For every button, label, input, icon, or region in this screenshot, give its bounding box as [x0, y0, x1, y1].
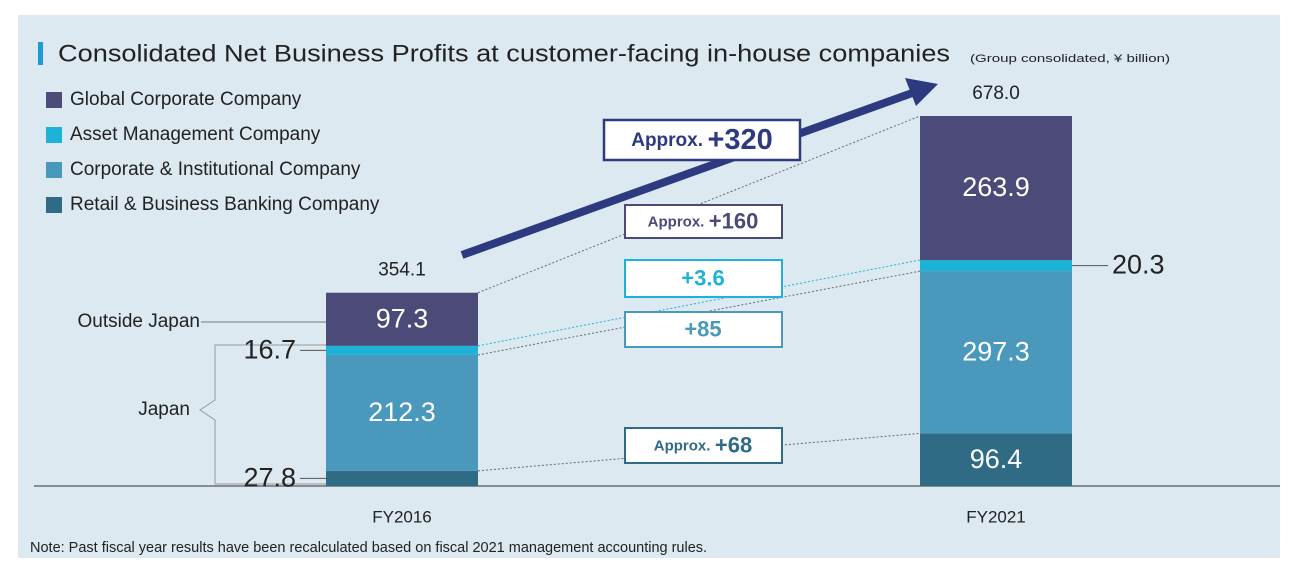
- total-label: 354.1: [378, 260, 426, 281]
- arrow-head: [905, 78, 938, 106]
- legend-swatch: [46, 197, 62, 213]
- bar-segment: [920, 433, 1072, 486]
- legend-swatch: [46, 162, 62, 178]
- x-tick-label: FY2016: [372, 507, 432, 526]
- legend-label: Corporate & Institutional Company: [70, 159, 361, 180]
- value-label: 263.9: [962, 172, 1030, 202]
- change-box: [624, 259, 783, 298]
- value-label: 212.3: [368, 397, 436, 427]
- change-label: Approx. +160: [648, 208, 759, 233]
- value-label: 297.3: [962, 336, 1030, 366]
- legend-label: Global Corporate Company: [70, 89, 302, 110]
- legend-swatch: [46, 127, 62, 143]
- value-label: 27.8: [243, 463, 296, 493]
- change-value: +68: [715, 432, 752, 457]
- x-tick-label: FY2021: [966, 507, 1026, 526]
- title-marker: [38, 42, 43, 65]
- total-label: 678.0: [972, 83, 1020, 104]
- bar-segment: [326, 345, 478, 355]
- change-box: [624, 311, 783, 348]
- change-prefix: Approx.: [654, 437, 711, 454]
- bar-segment: [326, 470, 478, 486]
- arrow-shaft: [460, 88, 917, 259]
- legend-label: Asset Management Company: [70, 124, 321, 145]
- total-change-label: Approx. +320: [631, 124, 773, 156]
- change-value: +3.6: [681, 265, 724, 290]
- change-value: +85: [684, 316, 721, 341]
- value-label: 16.7: [243, 335, 296, 365]
- change-label: +3.6: [681, 265, 724, 290]
- region-label: Outside Japan: [77, 311, 200, 332]
- total-change-box: [602, 118, 802, 162]
- value-label: 96.4: [970, 444, 1023, 474]
- total-change-value: +320: [707, 124, 772, 156]
- note: Note: Past fiscal year results have been…: [30, 540, 707, 556]
- chart-title: Consolidated Net Business Profits at cus…: [58, 40, 950, 67]
- value-label: 97.3: [376, 303, 429, 333]
- change-label: Approx. +68: [654, 432, 752, 457]
- change-box: [624, 427, 783, 464]
- bar-segment: [326, 292, 478, 346]
- connector: [477, 115, 921, 294]
- legend-swatch: [46, 92, 62, 108]
- bar-segment: [326, 354, 478, 471]
- change-prefix: Approx.: [648, 213, 705, 230]
- bar-segment: [920, 260, 1072, 272]
- change-label: +85: [684, 316, 721, 341]
- legend-label: Retail & Business Banking Company: [70, 194, 380, 215]
- chart-subtitle: (Group consolidated, ¥ billion): [970, 53, 1170, 65]
- japan-bracket: [199, 344, 326, 485]
- region-label: Japan: [138, 399, 190, 420]
- total-change-prefix: Approx.: [631, 130, 703, 151]
- change-value: +160: [709, 208, 759, 233]
- change-box: [624, 204, 783, 239]
- connector: [477, 259, 921, 347]
- bar-segment: [920, 271, 1072, 434]
- bar-segment: [920, 116, 1072, 261]
- value-label: 20.3: [1112, 250, 1165, 280]
